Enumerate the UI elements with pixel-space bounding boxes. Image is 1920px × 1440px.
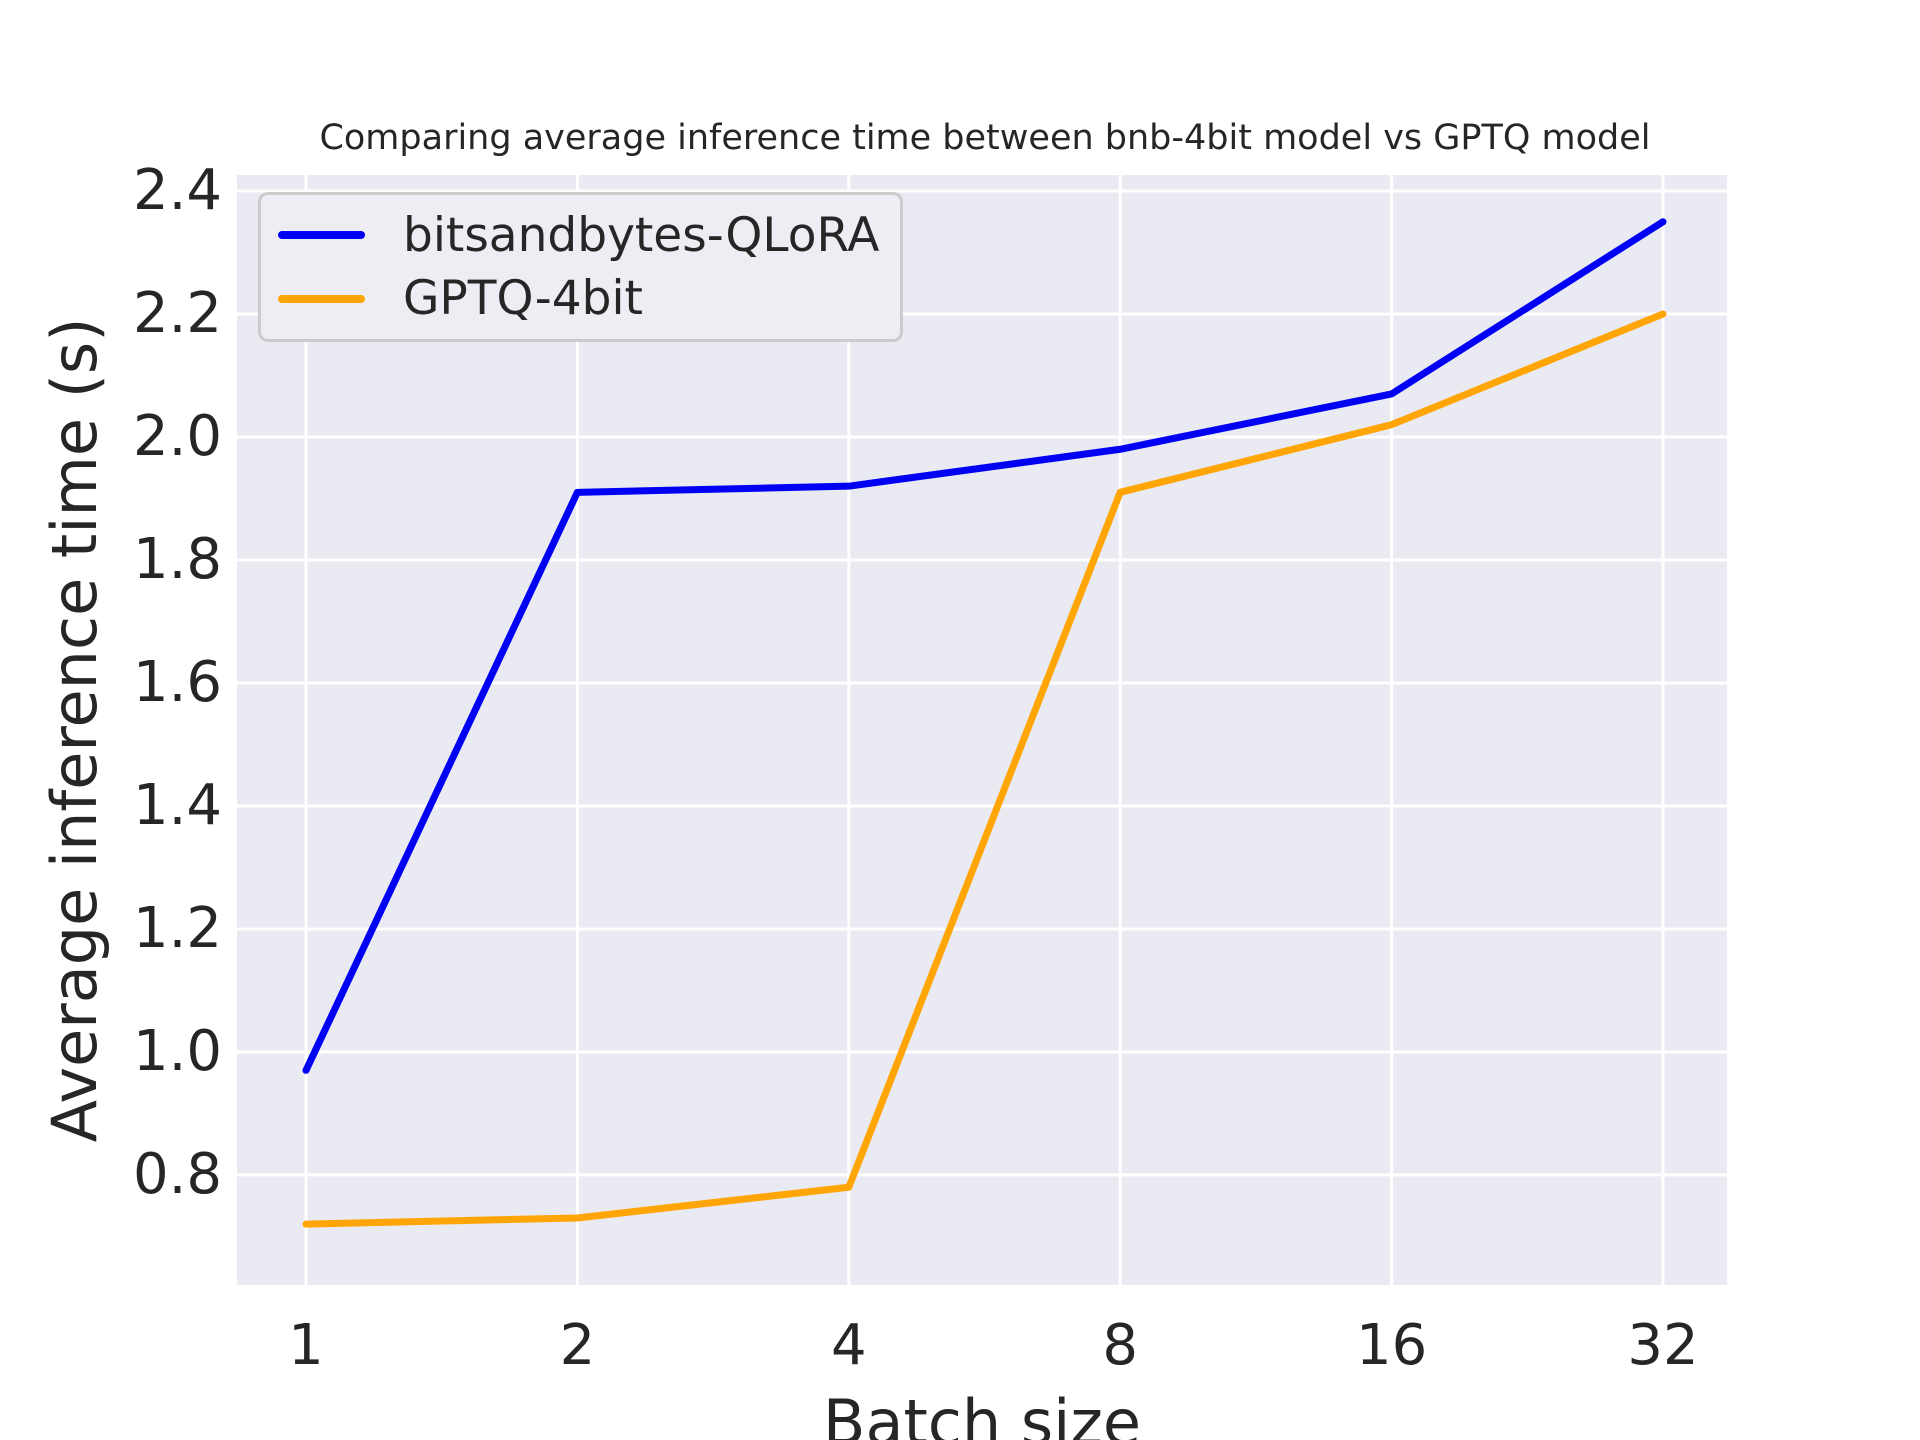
chart-title: Comparing average inference time between… bbox=[319, 118, 1651, 158]
legend-swatch-line bbox=[278, 294, 365, 303]
legend: bitsandbytes-QLoRA GPTQ-4bit bbox=[258, 192, 903, 342]
legend-item: bitsandbytes-QLoRA bbox=[261, 212, 900, 259]
y-tick-label: 1.4 bbox=[132, 772, 222, 838]
y-tick-label: 1.0 bbox=[132, 1018, 222, 1084]
y-tick-label: 0.8 bbox=[132, 1141, 222, 1207]
legend-label: bitsandbytes-QLoRA bbox=[403, 207, 880, 263]
legend-label: GPTQ-4bit bbox=[403, 271, 643, 327]
series-line-GPTQ-4bit bbox=[302, 310, 1667, 1228]
y-tick-label: 1.6 bbox=[132, 649, 222, 715]
x-tick-label: 8 bbox=[1102, 1313, 1138, 1378]
x-tick-label: 2 bbox=[559, 1313, 596, 1378]
x-tick-label: 16 bbox=[1355, 1313, 1428, 1378]
y-tick-label: 1.2 bbox=[132, 895, 222, 961]
series-line-bitsandbytes-QLoRA bbox=[302, 218, 1667, 1074]
x-axis-label: Batch size bbox=[822, 1386, 1142, 1440]
y-tick-label: 2.0 bbox=[132, 403, 222, 469]
x-tick-label: 1 bbox=[288, 1313, 324, 1378]
y-axis-label: Average inference time (s) bbox=[38, 317, 111, 1143]
legend-item: GPTQ-4bit bbox=[261, 275, 900, 322]
y-tick-label: 2.4 bbox=[132, 157, 222, 223]
plot-background bbox=[237, 175, 1727, 1285]
x-tick-label: 4 bbox=[830, 1313, 867, 1378]
x-tick-label: 32 bbox=[1627, 1313, 1699, 1378]
y-tick-label: 2.2 bbox=[132, 280, 222, 346]
y-tick-label: 1.8 bbox=[132, 526, 222, 592]
legend-swatch-line bbox=[278, 231, 365, 240]
